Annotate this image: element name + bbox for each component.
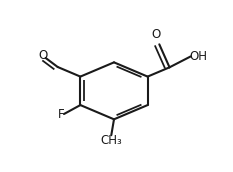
Text: O: O bbox=[152, 28, 161, 41]
Text: O: O bbox=[38, 49, 47, 62]
Text: OH: OH bbox=[189, 50, 207, 63]
Text: CH₃: CH₃ bbox=[100, 134, 122, 147]
Text: F: F bbox=[57, 108, 64, 121]
